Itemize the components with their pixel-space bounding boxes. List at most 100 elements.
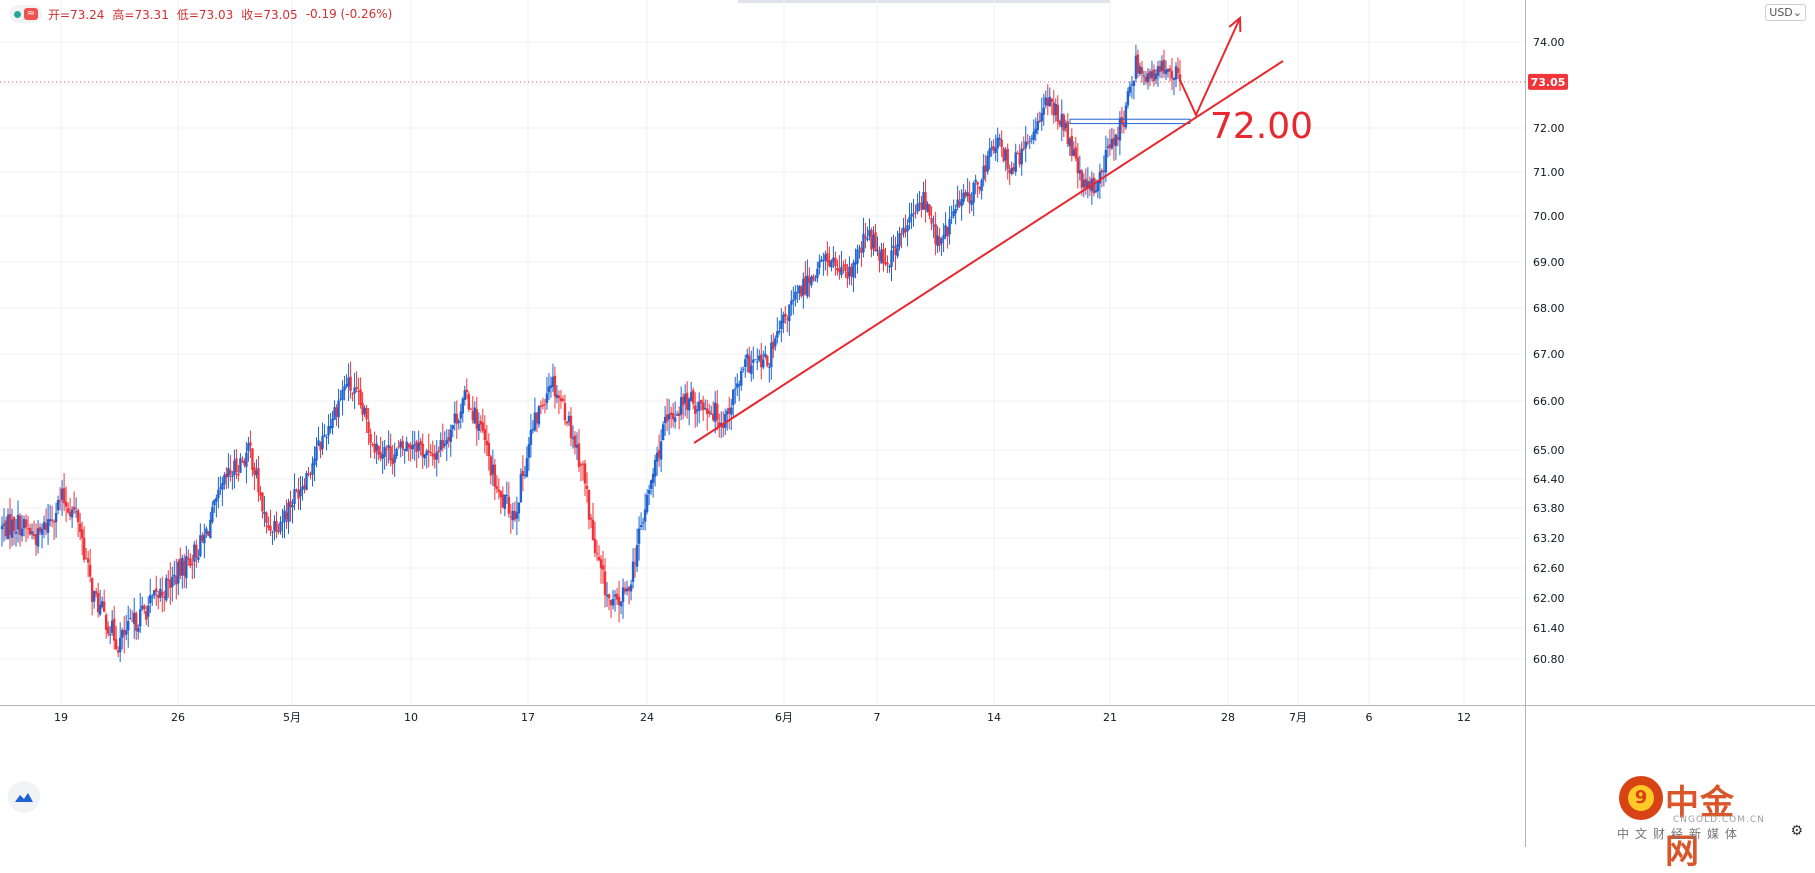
candle-body <box>663 416 667 424</box>
candle-body <box>143 605 146 610</box>
candle-body <box>732 389 735 406</box>
candle-body <box>613 594 617 597</box>
watermark-logo: 9 中金网 CNGOLD.COM.CN 中文财经新媒体 <box>1387 775 1764 872</box>
candle-body <box>431 453 434 457</box>
status-dot-icon <box>14 10 21 18</box>
candle-body <box>407 443 410 448</box>
y-tick-label: 62.00 <box>1533 592 1565 605</box>
candle-body <box>635 544 639 567</box>
x-tick-label: 19 <box>54 711 68 724</box>
candle-body <box>589 517 593 520</box>
candle-body <box>768 366 771 368</box>
candle-body <box>750 365 753 375</box>
candle-body <box>485 440 489 446</box>
candle-body <box>828 259 831 267</box>
candle-body <box>1084 178 1088 190</box>
candle-body <box>770 342 773 368</box>
candle-body <box>255 470 258 476</box>
candle-body <box>335 407 338 417</box>
candle-body <box>223 474 226 485</box>
candle-body <box>1070 136 1074 156</box>
candle-body <box>405 441 408 452</box>
candle-body <box>519 473 523 503</box>
candle-body <box>411 444 414 450</box>
x-tick-label: 17 <box>521 711 535 724</box>
candle-body <box>677 413 681 417</box>
candle-body <box>830 261 833 268</box>
symbol-pill[interactable]: ≈ <box>10 5 42 23</box>
candle-body <box>313 458 316 465</box>
candle-body <box>607 594 611 599</box>
candle-body <box>1056 104 1059 122</box>
candle-body <box>195 544 198 558</box>
candle-body <box>1118 118 1122 141</box>
candle-body <box>960 199 963 207</box>
forecast-arrow-head <box>1228 15 1242 33</box>
candle-body <box>235 458 238 473</box>
candle-body <box>483 429 487 441</box>
cloud-wave-icon[interactable] <box>8 781 40 813</box>
candle-body <box>836 267 839 271</box>
currency-selector[interactable]: USD⌄ <box>1765 4 1806 21</box>
candle-body <box>419 441 422 445</box>
candle-body <box>205 528 208 535</box>
candle-body <box>814 279 817 281</box>
candle-body <box>215 497 218 502</box>
candle-body <box>397 446 400 448</box>
candle-body <box>934 224 937 245</box>
candle-body <box>501 494 505 508</box>
candle-body <box>535 412 539 424</box>
candle-body <box>227 467 230 477</box>
candle-body <box>581 463 585 465</box>
candle-body <box>439 439 442 451</box>
candle-body <box>96 593 100 613</box>
candle-body <box>127 621 130 631</box>
y-tick-label: 63.80 <box>1533 502 1565 515</box>
watermark-subtitle: 中文财经新媒体 <box>1617 827 1744 841</box>
candle-body <box>467 394 470 410</box>
candle-body <box>756 361 759 363</box>
candle-body <box>469 408 472 410</box>
y-tick-label: 66.00 <box>1533 395 1565 408</box>
candle-body <box>365 408 368 420</box>
candle-body <box>1060 113 1063 128</box>
candle-body <box>1058 121 1061 125</box>
candle-body <box>537 406 541 425</box>
gear-icon[interactable]: ⚙ <box>1790 823 1803 839</box>
candle-body <box>217 489 220 499</box>
candle-body <box>299 489 302 497</box>
candle-body <box>265 512 268 523</box>
candle-body <box>449 429 452 442</box>
candle-body <box>744 359 747 367</box>
candle-body <box>283 510 286 522</box>
candle-body <box>1126 91 1130 106</box>
candle-body <box>573 435 577 448</box>
candle-body <box>928 204 931 216</box>
candle-body <box>866 238 869 240</box>
candle-body <box>94 591 98 594</box>
candle-body <box>145 611 148 620</box>
candle-body <box>880 249 883 264</box>
candle-body <box>1000 139 1003 148</box>
candle-body <box>1166 69 1170 72</box>
candle-body <box>804 276 807 294</box>
candle-body <box>539 405 543 407</box>
candle-body <box>527 444 531 458</box>
candle-body <box>862 233 865 253</box>
candle-body <box>645 494 649 512</box>
candle-body <box>377 446 380 455</box>
candle-body <box>675 414 679 416</box>
candle-body <box>1136 54 1140 74</box>
candle-body <box>1132 80 1136 86</box>
candle-body <box>137 628 140 632</box>
candle-body <box>1142 75 1146 77</box>
y-tick-label: 67.00 <box>1533 348 1565 361</box>
candle-body <box>1068 138 1072 147</box>
candle-body <box>685 392 689 410</box>
candle-body <box>425 450 428 456</box>
candle-body <box>475 409 479 429</box>
candle-body <box>543 404 547 406</box>
candle-body <box>882 249 885 263</box>
candle-body <box>40 528 44 535</box>
price-chart[interactable]: 74.0073.0072.0071.0070.0069.0068.0067.00… <box>0 0 1815 847</box>
